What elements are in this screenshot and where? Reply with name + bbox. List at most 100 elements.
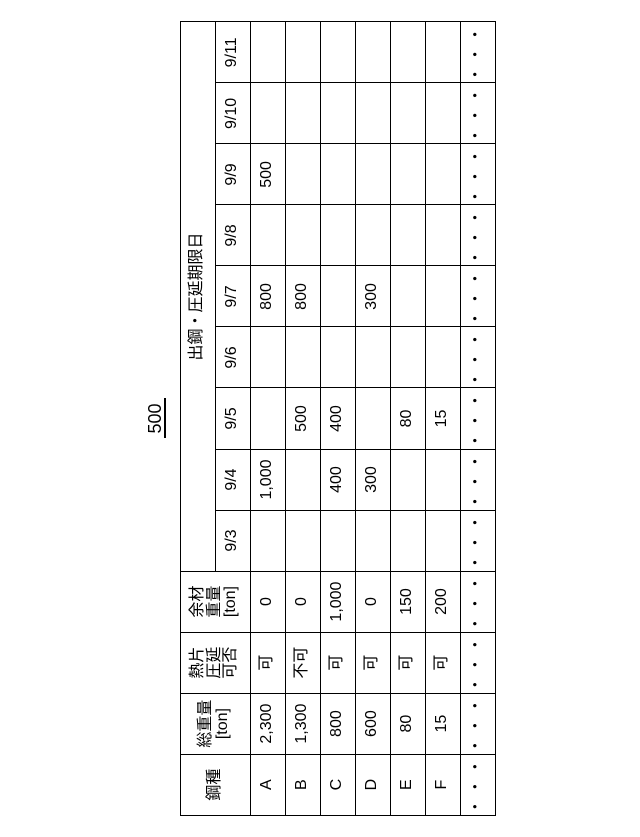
- cell-surplus: 1,000: [320, 571, 355, 632]
- cell-surplus: 0: [355, 571, 390, 632]
- col-date-4: 9/7: [215, 266, 250, 327]
- col-date-2: 9/5: [215, 388, 250, 449]
- cell-total: ・・・: [460, 693, 495, 754]
- cell-d6: [285, 144, 320, 205]
- cell-d8: [355, 22, 390, 83]
- cell-hot: 可: [390, 632, 425, 693]
- cell-d0: [320, 510, 355, 571]
- cell-d3: ・・・: [460, 327, 495, 388]
- col-surplus-l1: 余材: [190, 586, 207, 618]
- col-date-8: 9/11: [215, 22, 250, 83]
- cell-d2: 15: [425, 388, 460, 449]
- cell-d8: [425, 22, 460, 83]
- cell-steel: B: [285, 754, 320, 815]
- cell-d6: [320, 144, 355, 205]
- cell-d1: [425, 449, 460, 510]
- page: 500 鋼種 総重量 [ton]: [0, 0, 640, 837]
- cell-d3: [320, 327, 355, 388]
- col-date-7: 9/10: [215, 83, 250, 144]
- cell-d0: [250, 510, 285, 571]
- cell-d4: 800: [250, 266, 285, 327]
- table-row: D 600 可 0 300 300: [355, 22, 390, 815]
- table-row: F 15 可 200 15: [425, 22, 460, 815]
- cell-total: 600: [355, 693, 390, 754]
- cell-total: 800: [320, 693, 355, 754]
- cell-surplus: 200: [425, 571, 460, 632]
- cell-d5: [355, 205, 390, 266]
- cell-d7: [390, 83, 425, 144]
- cell-d3: [425, 327, 460, 388]
- col-date-3: 9/6: [215, 327, 250, 388]
- cell-d1: 400: [320, 449, 355, 510]
- cell-d0: [285, 510, 320, 571]
- col-date-6: 9/9: [215, 144, 250, 205]
- cell-steel: ・・・: [460, 754, 495, 815]
- cell-surplus: 0: [250, 571, 285, 632]
- cell-d0: ・・・: [460, 510, 495, 571]
- cell-d5: [285, 205, 320, 266]
- cell-d6: ・・・: [460, 144, 495, 205]
- cell-d3: [285, 327, 320, 388]
- col-total-l2: [ton]: [215, 700, 232, 748]
- cell-d6: 500: [250, 144, 285, 205]
- cell-hot: 可: [355, 632, 390, 693]
- cell-d7: ・・・: [460, 83, 495, 144]
- col-hot-header: 熱片 圧延 可否: [180, 632, 250, 693]
- col-surplus-l3: [ton]: [223, 586, 240, 618]
- cell-d7: [320, 83, 355, 144]
- table-body: A 2,300 可 0 1,000 800 500 B: [250, 22, 495, 815]
- cell-d4: 800: [285, 266, 320, 327]
- cell-hot: 可: [320, 632, 355, 693]
- cell-hot: ・・・: [460, 632, 495, 693]
- col-hot-l2: 圧延: [207, 647, 224, 679]
- cell-surplus: 150: [390, 571, 425, 632]
- cell-steel: A: [250, 754, 285, 815]
- cell-d0: [355, 510, 390, 571]
- cell-d8: ・・・: [460, 22, 495, 83]
- table-row: E 80 可 150 80: [390, 22, 425, 815]
- cell-d1: ・・・: [460, 449, 495, 510]
- figure-number: 500: [145, 399, 166, 439]
- cell-d5: [320, 205, 355, 266]
- cell-d6: [355, 144, 390, 205]
- cell-d8: [285, 22, 320, 83]
- figure-number-underline: [164, 399, 166, 439]
- cell-steel: C: [320, 754, 355, 815]
- cell-total: 1,300: [285, 693, 320, 754]
- cell-d4: [390, 266, 425, 327]
- cell-d7: [425, 83, 460, 144]
- cell-d2: 500: [285, 388, 320, 449]
- col-surplus-l2: 重量: [207, 586, 224, 618]
- col-total-l1: 総重量: [198, 700, 215, 748]
- col-date-5: 9/8: [215, 205, 250, 266]
- col-total-header: 総重量 [ton]: [180, 693, 250, 754]
- cell-d5: [425, 205, 460, 266]
- cell-total: 80: [390, 693, 425, 754]
- cell-d5: [390, 205, 425, 266]
- cell-steel: E: [390, 754, 425, 815]
- col-date-0: 9/3: [215, 510, 250, 571]
- cell-d1: [390, 449, 425, 510]
- table-row: C 800 可 1,000 400 400: [320, 22, 355, 815]
- cell-d0: [425, 510, 460, 571]
- cell-d5: [250, 205, 285, 266]
- col-dates-group-header: 出鋼・圧延期限日: [180, 22, 215, 571]
- col-hot-l3: 可否: [223, 647, 240, 679]
- cell-d2: [355, 388, 390, 449]
- cell-d6: [390, 144, 425, 205]
- cell-d3: [390, 327, 425, 388]
- cell-d3: [250, 327, 285, 388]
- cell-d1: 300: [355, 449, 390, 510]
- header-row-1: 鋼種 総重量 [ton] 熱片 圧延 可否: [180, 22, 215, 815]
- col-hot-l1: 熱片: [190, 647, 207, 679]
- figure-number-text: 500: [145, 403, 166, 433]
- col-steel-header: 鋼種: [180, 754, 250, 815]
- cell-d4: 300: [355, 266, 390, 327]
- cell-d2: 400: [320, 388, 355, 449]
- data-table: 鋼種 総重量 [ton] 熱片 圧延 可否: [180, 21, 496, 815]
- cell-steel: F: [425, 754, 460, 815]
- cell-d4: [425, 266, 460, 327]
- cell-surplus: ・・・: [460, 571, 495, 632]
- cell-d3: [355, 327, 390, 388]
- rotated-content: 500 鋼種 総重量 [ton]: [0, 0, 640, 837]
